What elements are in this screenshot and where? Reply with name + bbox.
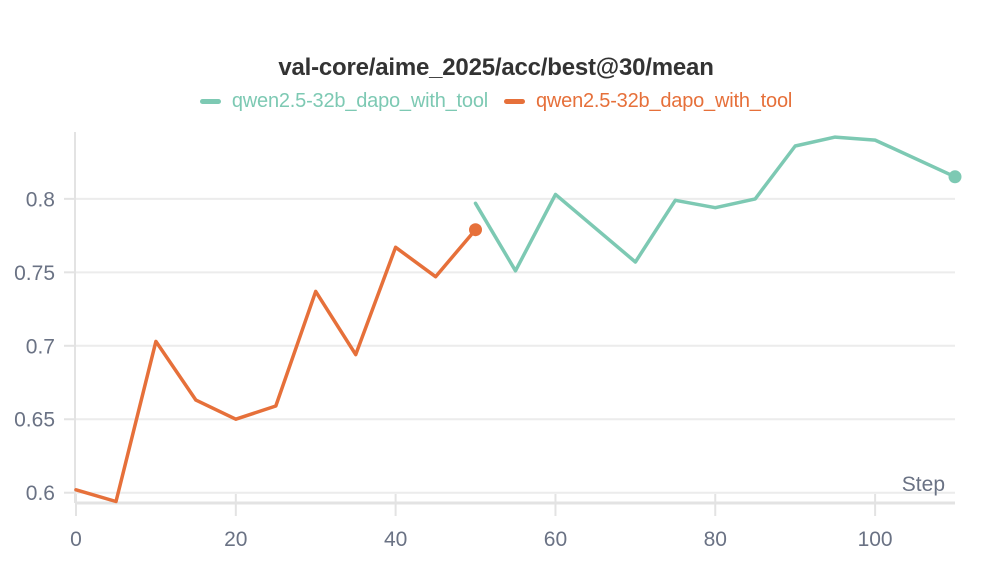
series-line-2[interactable] [74, 227, 478, 504]
x-tick-label: 20 [224, 528, 247, 551]
y-tick-label: 0.65 [14, 409, 55, 432]
x-tick-label: 0 [70, 528, 82, 551]
y-tick-label: 0.75 [14, 262, 55, 285]
y-tick-label: 0.6 [26, 482, 55, 505]
series-endpoint-dot-1[interactable] [948, 170, 962, 184]
y-tick-label: 0.8 [26, 188, 55, 211]
legend-dash-icon [199, 99, 221, 104]
x-tick-label: 60 [544, 528, 567, 551]
series-endpoint-dot-2[interactable] [469, 223, 482, 237]
x-tick-label: 40 [384, 528, 407, 551]
x-tick-label: 80 [704, 528, 727, 551]
chart-title: val-core/aime_2025/acc/best@30/mean [278, 54, 714, 81]
legend-item-run-2[interactable]: qwen2.5-32b_dapo_with_tool [504, 90, 792, 113]
x-tick-label: 100 [858, 528, 893, 551]
x-axis-label: Step [902, 473, 945, 496]
series-line-1[interactable] [473, 135, 957, 273]
legend-label: qwen2.5-32b_dapo_with_tool [231, 90, 488, 112]
legend: qwen2.5-32b_dapo_with_tool qwen2.5-32b_d… [0, 90, 992, 113]
legend-label: qwen2.5-32b_dapo_with_tool [536, 90, 793, 112]
legend-item-run-1[interactable]: qwen2.5-32b_dapo_with_tool [199, 90, 488, 113]
y-tick-label: 0.7 [26, 335, 55, 358]
legend-dash-icon [504, 99, 525, 104]
